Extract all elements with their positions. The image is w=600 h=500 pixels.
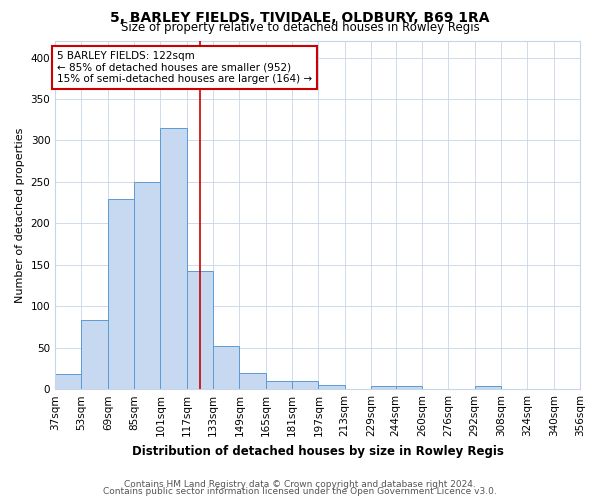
Bar xyxy=(319,385,345,389)
Bar xyxy=(134,182,160,389)
Bar xyxy=(213,346,239,389)
Text: Contains HM Land Registry data © Crown copyright and database right 2024.: Contains HM Land Registry data © Crown c… xyxy=(124,480,476,489)
Y-axis label: Number of detached properties: Number of detached properties xyxy=(15,128,25,303)
Bar xyxy=(55,374,82,389)
Text: 5, BARLEY FIELDS, TIVIDALE, OLDBURY, B69 1RA: 5, BARLEY FIELDS, TIVIDALE, OLDBURY, B69… xyxy=(110,11,490,25)
Text: Contains public sector information licensed under the Open Government Licence v3: Contains public sector information licen… xyxy=(103,487,497,496)
Bar xyxy=(160,128,187,389)
X-axis label: Distribution of detached houses by size in Rowley Regis: Distribution of detached houses by size … xyxy=(131,444,503,458)
Bar xyxy=(108,198,134,389)
Text: Size of property relative to detached houses in Rowley Regis: Size of property relative to detached ho… xyxy=(121,22,479,35)
Bar xyxy=(266,381,292,389)
Bar xyxy=(475,386,501,389)
Bar xyxy=(292,381,319,389)
Bar xyxy=(239,372,266,389)
Bar xyxy=(187,270,213,389)
Text: 5 BARLEY FIELDS: 122sqm
← 85% of detached houses are smaller (952)
15% of semi-d: 5 BARLEY FIELDS: 122sqm ← 85% of detache… xyxy=(57,51,312,84)
Bar xyxy=(371,386,397,389)
Bar xyxy=(396,386,422,389)
Bar xyxy=(82,320,108,389)
